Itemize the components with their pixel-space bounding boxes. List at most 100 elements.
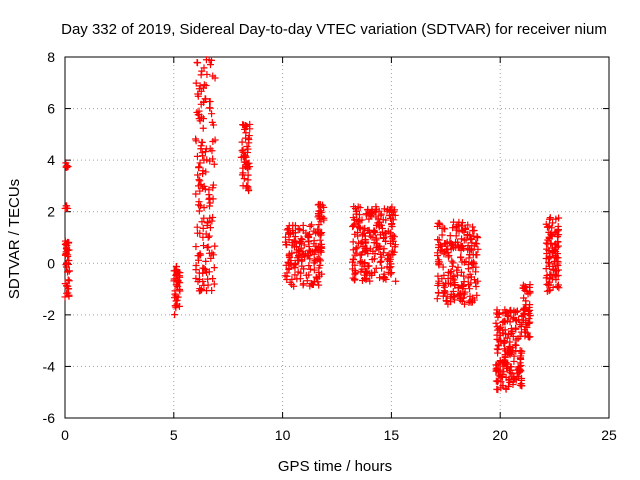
data-point [364,250,372,258]
data-point [208,118,216,126]
data-point [283,226,291,234]
data-point [526,281,534,289]
data-point [207,254,215,262]
data-point [316,261,324,269]
data-point [246,120,254,128]
data-point [316,215,324,223]
data-point [313,275,321,283]
data-point [356,216,364,224]
data-point [462,225,470,233]
data-point [384,227,392,235]
grid-layer [65,57,609,418]
data-point [507,349,515,357]
data-point [458,235,466,243]
data-point [519,284,527,292]
data-point [302,229,310,237]
data-point [200,204,208,212]
data-point [550,265,558,273]
data-point [363,211,371,219]
data-point [195,176,203,184]
data-point [194,256,202,264]
data-point [206,194,214,202]
data-point [469,223,477,231]
data-point [238,171,246,179]
data-point [501,338,509,346]
data-point [285,253,293,261]
data-point [553,243,561,251]
data-point [381,237,389,245]
y-tick-label: -4 [43,358,56,374]
data-point [494,377,502,385]
y-tick-label: -2 [43,307,56,323]
data-point [542,239,550,247]
data-point [371,250,379,258]
data-point [306,255,314,263]
data-point [545,258,553,266]
data-point [474,234,482,242]
data-point [366,232,374,240]
data-point [492,319,500,327]
data-point [465,281,473,289]
data-point [192,243,200,251]
data-point [303,277,311,285]
data-point [493,309,501,317]
data-point [435,260,443,268]
data-point [244,134,252,142]
data-point [389,237,397,245]
data-point [63,243,71,251]
data-point [502,384,510,392]
data-point [445,252,453,260]
data-point [447,280,455,288]
data-point [196,159,204,167]
x-tick-label: 25 [601,427,617,443]
y-tick-label: 2 [47,204,55,220]
data-point [370,228,378,236]
data-point [291,271,299,279]
data-point [448,242,456,250]
data-point [553,283,561,291]
data-point [521,328,529,336]
data-point [516,368,524,376]
data-point [64,282,72,290]
data-point [194,171,202,179]
data-point [193,152,201,160]
data-point [457,289,465,297]
data-point [510,357,518,365]
data-point [542,274,550,282]
data-point [542,265,550,273]
data-point [354,232,362,240]
data-point [196,177,204,185]
data-point [464,231,472,239]
data-point [365,262,373,270]
data-point [543,245,551,253]
data-point [200,81,208,89]
data-point [199,184,207,192]
data-point [208,249,216,257]
data-point [377,257,385,265]
data-point [500,345,508,353]
data-point [458,258,466,266]
data-point [526,318,534,326]
data-point [470,232,478,240]
data-point [517,355,525,363]
data-point [205,186,213,194]
data-point [285,230,293,238]
data-point [371,208,379,216]
data-point [299,281,307,289]
data-point [315,281,323,289]
data-point [305,230,313,238]
data-point [494,313,502,321]
data-point [392,277,400,285]
data-point [198,67,206,75]
data-point [434,272,442,280]
data-point [375,245,383,253]
data-point [194,90,202,98]
data-point [517,382,525,390]
data-point [357,257,365,265]
data-point [281,238,289,246]
data-point [504,311,512,319]
data-point [361,271,369,279]
data-point [443,292,451,300]
data-point [63,202,71,210]
